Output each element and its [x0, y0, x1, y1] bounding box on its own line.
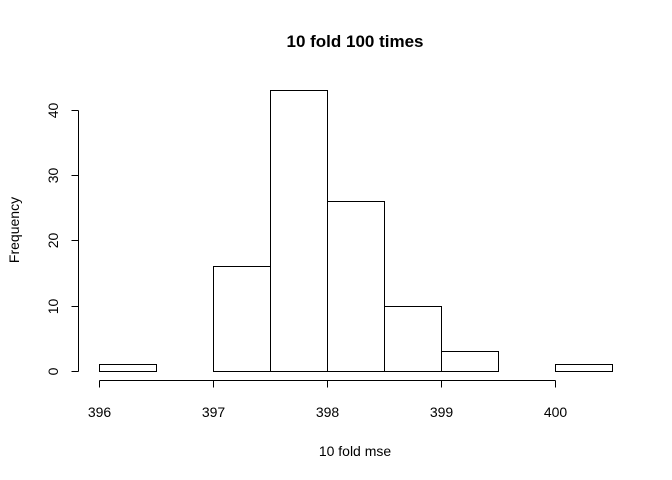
x-tick-label: 398	[316, 404, 340, 420]
y-tick-label: 30	[45, 168, 61, 184]
y-tick-label: 40	[45, 103, 61, 119]
histogram-bar	[327, 201, 385, 372]
histogram-bar	[555, 364, 613, 372]
y-tick-label: 0	[45, 367, 61, 375]
bars-group	[99, 90, 613, 372]
y-tick-label: 10	[45, 299, 61, 315]
x-tick-label: 399	[430, 404, 454, 420]
x-tick-label: 397	[202, 404, 226, 420]
x-axis: 396 397 398 399 400	[88, 380, 568, 420]
histogram-bar	[384, 306, 442, 372]
histogram-bar	[99, 364, 157, 372]
histogram-bar	[441, 351, 499, 372]
x-tick-label: 400	[544, 404, 568, 420]
y-axis: 0 10 20 30 40	[45, 103, 79, 375]
histogram-bar	[213, 266, 271, 372]
x-axis-label: 10 fold mse	[319, 443, 392, 459]
x-tick-label: 396	[88, 404, 112, 420]
histogram-bar	[270, 90, 328, 372]
y-tick-label: 20	[45, 233, 61, 249]
chart-title: 10 fold 100 times	[286, 32, 423, 51]
y-axis-label: Frequency	[6, 197, 22, 263]
